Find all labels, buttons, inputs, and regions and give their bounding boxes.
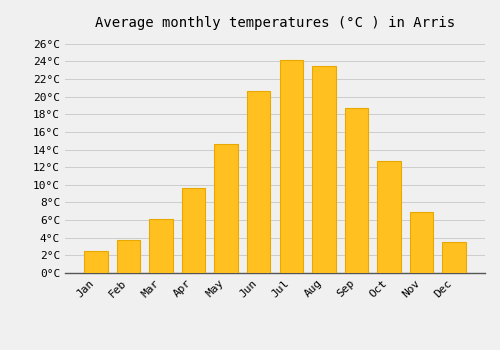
Title: Average monthly temperatures (°C ) in Arris: Average monthly temperatures (°C ) in Ar… <box>95 16 455 30</box>
Bar <box>149 219 172 273</box>
Bar <box>378 161 401 273</box>
Bar <box>84 251 108 273</box>
Bar <box>247 91 270 273</box>
Bar <box>280 60 303 273</box>
Bar <box>410 212 434 273</box>
Bar <box>344 108 368 273</box>
Bar <box>214 144 238 273</box>
Bar <box>312 66 336 273</box>
Bar <box>116 240 140 273</box>
Bar <box>442 242 466 273</box>
Bar <box>182 188 206 273</box>
